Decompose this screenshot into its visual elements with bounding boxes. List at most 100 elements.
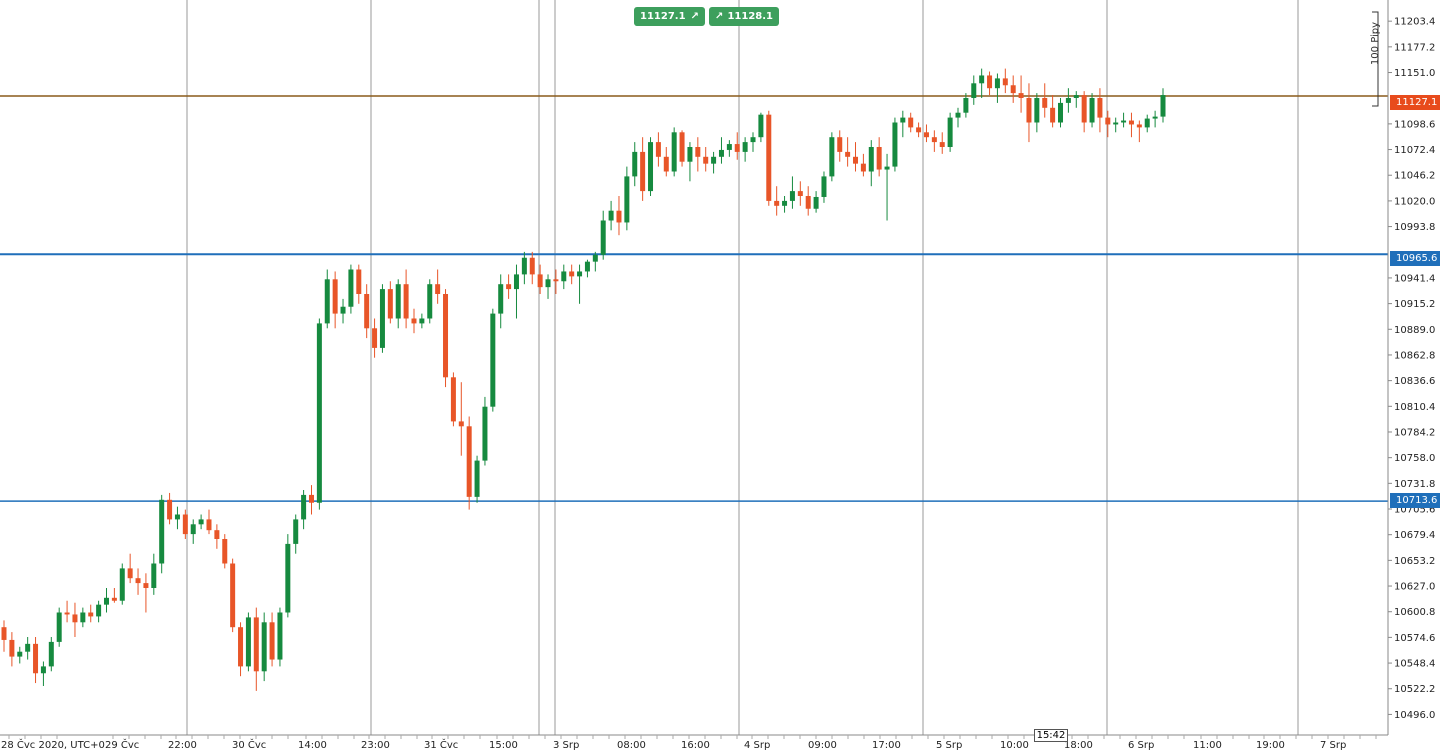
y-tick-label: 10679.4 (1394, 530, 1435, 541)
candle-body (238, 627, 244, 667)
candle-body (1105, 117, 1111, 125)
candle (482, 396, 488, 466)
y-tick-label: 10993.8 (1394, 222, 1435, 233)
candle-body (758, 114, 764, 138)
candle (301, 490, 307, 530)
candle (332, 271, 338, 329)
candle-body (632, 151, 638, 177)
candle-body (955, 112, 961, 118)
candle-body (119, 568, 125, 601)
candle-body (364, 294, 370, 329)
candle (1018, 75, 1024, 113)
horizontal-levels (0, 95, 1388, 502)
candle (190, 519, 196, 544)
candle (916, 122, 922, 138)
candle (718, 137, 724, 164)
candle-body (916, 127, 922, 133)
candle (908, 112, 914, 133)
candle (892, 117, 898, 172)
candle-body (726, 144, 732, 150)
candle-body (1089, 98, 1095, 123)
candle (88, 604, 94, 623)
candle-body (979, 75, 985, 84)
candle-body (96, 604, 102, 617)
x-tick-label: 09:00 (808, 740, 837, 751)
candle-body (734, 144, 740, 152)
y-tick-label: 11203.4 (1394, 17, 1435, 28)
candle-body (253, 617, 259, 672)
candle (340, 298, 346, 324)
y-tick-label: 10574.6 (1394, 633, 1435, 644)
candle-body (40, 666, 46, 674)
candle-body (1002, 78, 1008, 86)
candle-body (443, 294, 449, 378)
candle-body (151, 563, 157, 588)
candle-body (80, 612, 86, 623)
candle-body (33, 643, 39, 674)
candle (1097, 88, 1103, 133)
candle (379, 284, 385, 353)
candle-body (797, 191, 803, 196)
candle-body (1097, 98, 1103, 118)
candle-body (908, 117, 914, 128)
candle-body (214, 530, 220, 539)
arrow-up-right-icon: ↗ (690, 11, 699, 22)
candle (726, 140, 732, 157)
candle-body (135, 578, 141, 584)
candle (40, 661, 46, 686)
candle-body (545, 279, 551, 288)
candle-body (427, 284, 433, 319)
candle-body (695, 147, 701, 157)
candle (797, 181, 803, 206)
candle (64, 600, 70, 623)
y-tick-label: 10548.4 (1394, 659, 1435, 670)
bid-button[interactable]: 11127.1 ↗ (634, 7, 705, 26)
candle (860, 153, 866, 177)
candle-body (182, 514, 188, 535)
candle (813, 191, 819, 213)
pips-bracket (1372, 11, 1379, 107)
candle-body (1050, 107, 1056, 123)
candle (829, 132, 835, 182)
candle (537, 264, 543, 294)
candle (608, 200, 614, 231)
candle (1089, 93, 1095, 128)
candle (655, 132, 661, 167)
level-upper-tag[interactable]: 10965.6 (1390, 251, 1440, 266)
candle-body (498, 284, 504, 314)
candle (174, 506, 180, 530)
candle (640, 137, 646, 201)
candle (758, 112, 764, 143)
y-tick-label: 11072.4 (1394, 145, 1435, 156)
candle-body (687, 147, 693, 162)
candle (1042, 83, 1048, 118)
candle (987, 71, 993, 96)
candle-body (1136, 124, 1142, 128)
candle (1121, 112, 1127, 128)
candle (387, 281, 393, 324)
candle-body (876, 147, 882, 170)
ask-button[interactable]: ↗ 11128.1 (709, 7, 779, 26)
candle-body (56, 612, 62, 642)
candle-body (513, 274, 519, 290)
candle (963, 93, 969, 118)
candle (372, 318, 378, 358)
x-tick-label: 28 Čvc 2020, UTC+0 (1, 738, 105, 751)
x-tick-label: 19:00 (1256, 740, 1285, 751)
candle (498, 274, 504, 329)
candle (569, 264, 575, 285)
candle (466, 416, 472, 510)
candle-body (387, 289, 393, 319)
candle (1058, 98, 1064, 128)
candle-body (222, 539, 228, 564)
candle (1065, 88, 1071, 113)
candle (1081, 91, 1087, 133)
candle (222, 534, 228, 569)
y-tick-label: 10758.0 (1394, 453, 1435, 464)
level-lower-tag[interactable]: 10713.6 (1390, 493, 1440, 508)
candle (632, 142, 638, 187)
y-tick-label: 11020.0 (1394, 196, 1435, 207)
candle (734, 132, 740, 160)
candle (245, 612, 251, 672)
